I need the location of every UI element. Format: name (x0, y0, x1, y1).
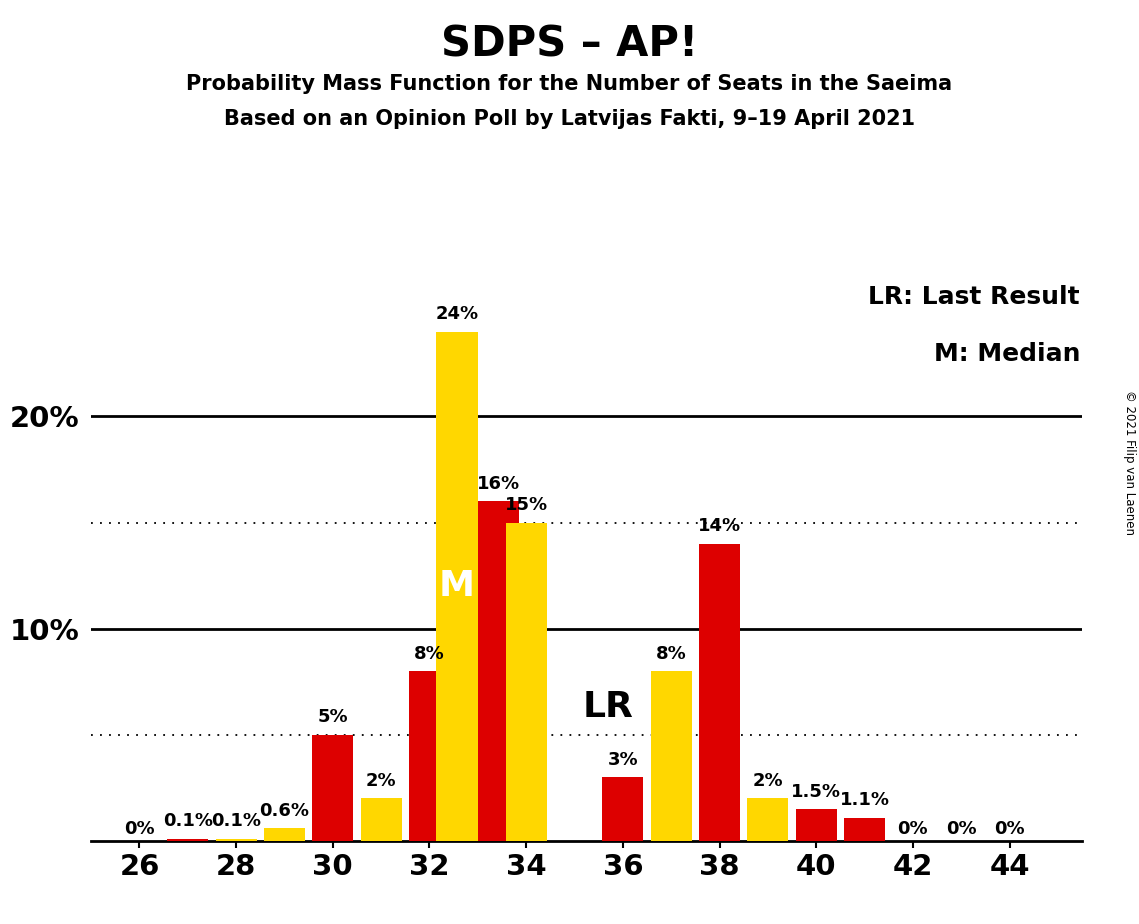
Text: Probability Mass Function for the Number of Seats in the Saeima: Probability Mass Function for the Number… (187, 74, 952, 94)
Text: 0.1%: 0.1% (163, 812, 213, 831)
Text: 14%: 14% (698, 517, 741, 535)
Text: 0.6%: 0.6% (260, 802, 310, 820)
Bar (409, 671, 450, 841)
Text: 24%: 24% (435, 305, 478, 323)
Text: 8%: 8% (656, 645, 687, 663)
Bar (264, 828, 305, 841)
Text: M: M (439, 569, 475, 603)
Text: LR: Last Result: LR: Last Result (868, 286, 1080, 310)
Text: 0.1%: 0.1% (211, 812, 261, 831)
Text: 2%: 2% (753, 772, 784, 790)
Bar (215, 839, 256, 841)
Bar (699, 544, 740, 841)
Text: 2%: 2% (366, 772, 396, 790)
Bar (747, 798, 788, 841)
Bar (506, 523, 547, 841)
Bar (312, 735, 353, 841)
Bar (844, 818, 885, 841)
Text: SDPS – AP!: SDPS – AP! (441, 23, 698, 65)
Bar (796, 809, 837, 841)
Text: Based on an Opinion Poll by Latvijas Fakti, 9–19 April 2021: Based on an Opinion Poll by Latvijas Fak… (224, 109, 915, 129)
Text: © 2021 Filip van Laenen: © 2021 Filip van Laenen (1123, 390, 1137, 534)
Text: 0%: 0% (994, 820, 1025, 838)
Text: 3%: 3% (607, 750, 638, 769)
Text: 16%: 16% (477, 475, 521, 492)
Bar (167, 839, 208, 841)
Text: 0%: 0% (898, 820, 928, 838)
Bar (603, 777, 644, 841)
Text: 15%: 15% (505, 496, 548, 514)
Text: 8%: 8% (415, 645, 445, 663)
Text: 1.1%: 1.1% (839, 791, 890, 809)
Bar (478, 502, 519, 841)
Bar (361, 798, 402, 841)
Text: M: Median: M: Median (934, 343, 1080, 367)
Text: 0%: 0% (124, 820, 155, 838)
Bar (650, 671, 691, 841)
Text: LR: LR (583, 690, 633, 724)
Bar (436, 332, 477, 841)
Text: 0%: 0% (945, 820, 976, 838)
Text: 1.5%: 1.5% (792, 783, 842, 800)
Text: 5%: 5% (318, 709, 349, 726)
